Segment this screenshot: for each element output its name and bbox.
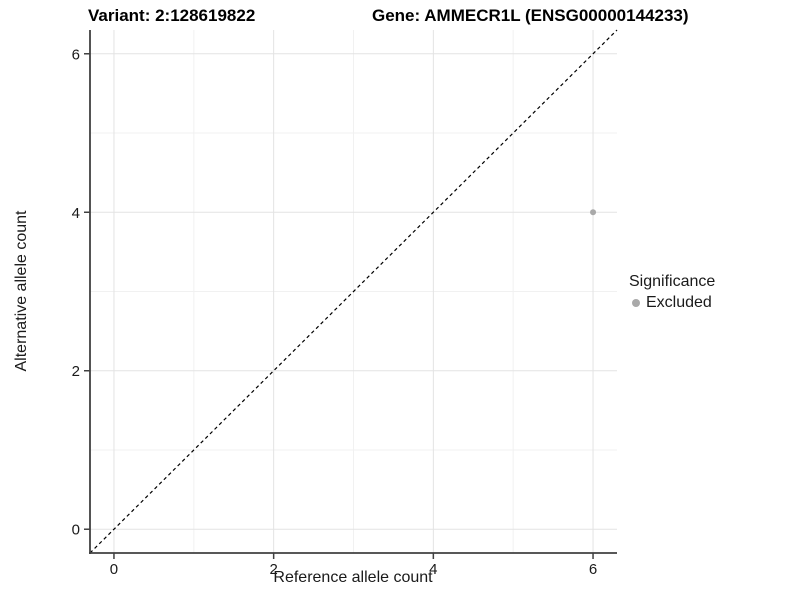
- data-point: [590, 209, 597, 216]
- legend-entry-label: Excluded: [646, 294, 712, 311]
- y-tick-label: 2: [72, 363, 80, 380]
- y-tick-label: 0: [72, 522, 80, 539]
- y-axis-label: Alternative allele count: [13, 210, 30, 372]
- x-tick-label: 0: [110, 561, 118, 578]
- legend-key-dot-icon: [632, 299, 640, 307]
- y-tick-label: 4: [72, 205, 80, 222]
- x-tick-label: 2: [269, 561, 277, 578]
- x-axis-label: Reference allele count: [273, 569, 433, 586]
- legend: Significance Excluded: [629, 272, 715, 312]
- x-tick-label: 6: [589, 561, 597, 578]
- legend-entry: Excluded: [629, 294, 715, 312]
- legend-title: Significance: [629, 273, 716, 290]
- identity-reference-line: [89, 29, 618, 554]
- y-tick-label: 6: [72, 46, 80, 63]
- plot-title-variant: Variant: 2:128619822: [88, 6, 256, 25]
- x-tick-label: 4: [429, 561, 437, 578]
- plot-title-gene: Gene: AMMECR1L (ENSG00000144233): [372, 6, 689, 25]
